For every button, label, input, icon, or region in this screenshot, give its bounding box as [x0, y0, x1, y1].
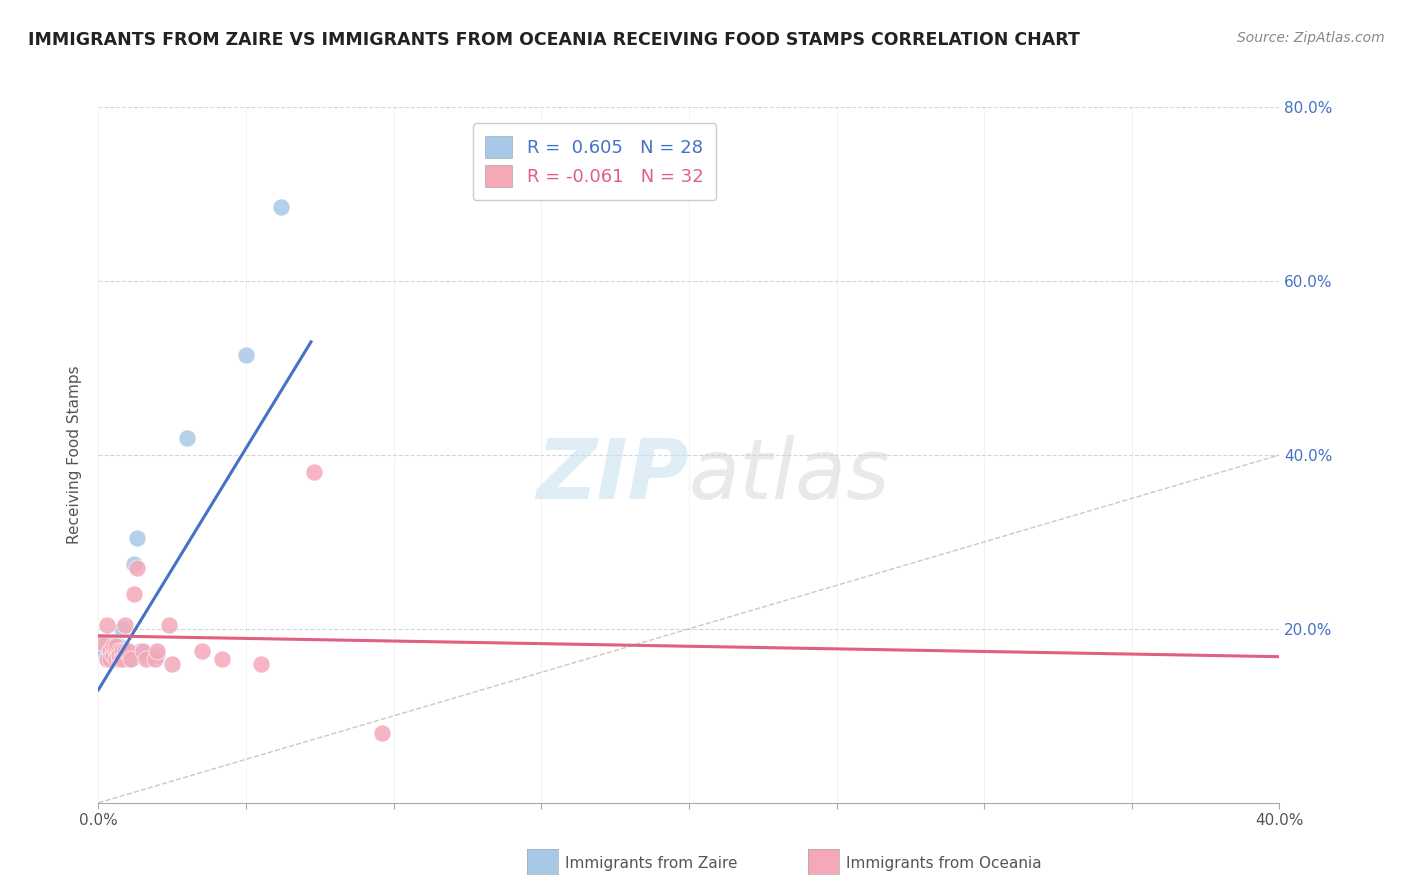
- Point: [114, 643, 136, 657]
- Point: [135, 648, 157, 662]
- Point: [103, 643, 125, 657]
- Point: [270, 200, 292, 214]
- Point: [114, 617, 136, 632]
- Point: [117, 643, 139, 657]
- Point: [111, 652, 134, 666]
- Y-axis label: Receiving Food Stamps: Receiving Food Stamps: [67, 366, 83, 544]
- Point: [96, 652, 118, 666]
- Point: [191, 643, 214, 657]
- Point: [122, 557, 145, 571]
- Text: IMMIGRANTS FROM ZAIRE VS IMMIGRANTS FROM OCEANIA RECEIVING FOOD STAMPS CORRELATI: IMMIGRANTS FROM ZAIRE VS IMMIGRANTS FROM…: [28, 31, 1080, 49]
- Point: [96, 635, 118, 649]
- Point: [108, 648, 131, 662]
- Point: [105, 643, 128, 657]
- Point: [114, 652, 136, 666]
- Text: atlas: atlas: [689, 435, 890, 516]
- Point: [105, 648, 128, 662]
- Point: [111, 643, 134, 657]
- Point: [122, 587, 145, 601]
- Point: [98, 643, 121, 657]
- Point: [146, 643, 169, 657]
- Point: [125, 531, 148, 545]
- Point: [98, 652, 121, 666]
- Point: [103, 652, 125, 666]
- Point: [105, 652, 128, 666]
- Text: ZIP: ZIP: [536, 435, 689, 516]
- Point: [103, 635, 125, 649]
- Point: [98, 643, 121, 657]
- Point: [114, 643, 136, 657]
- Point: [117, 643, 139, 657]
- Legend: R =  0.605   N = 28, R = -0.061   N = 32: R = 0.605 N = 28, R = -0.061 N = 32: [472, 123, 716, 200]
- Point: [111, 652, 134, 666]
- Point: [235, 348, 257, 362]
- Point: [162, 657, 183, 671]
- Point: [98, 639, 121, 653]
- Point: [120, 652, 142, 666]
- Point: [250, 657, 273, 671]
- Point: [157, 617, 180, 632]
- Point: [132, 643, 155, 657]
- Point: [103, 648, 125, 662]
- Point: [108, 643, 131, 657]
- Point: [125, 561, 148, 575]
- Text: Immigrants from Zaire: Immigrants from Zaire: [565, 856, 738, 871]
- Text: Immigrants from Oceania: Immigrants from Oceania: [846, 856, 1042, 871]
- Point: [108, 643, 131, 657]
- Point: [302, 466, 325, 480]
- Point: [103, 639, 125, 653]
- Point: [371, 726, 394, 740]
- Point: [96, 652, 118, 666]
- Point: [128, 643, 150, 657]
- Point: [146, 648, 169, 662]
- Point: [98, 648, 121, 662]
- Point: [93, 643, 115, 657]
- Point: [176, 431, 198, 445]
- Point: [96, 617, 118, 632]
- Point: [211, 652, 233, 666]
- Text: Source: ZipAtlas.com: Source: ZipAtlas.com: [1237, 31, 1385, 45]
- Point: [90, 635, 112, 649]
- Point: [108, 639, 131, 653]
- Point: [117, 652, 139, 666]
- Point: [111, 622, 134, 636]
- Point: [105, 639, 128, 653]
- Point: [108, 652, 131, 666]
- Point: [105, 652, 128, 666]
- Point: [105, 643, 128, 657]
- Point: [135, 652, 157, 666]
- Point: [143, 652, 166, 666]
